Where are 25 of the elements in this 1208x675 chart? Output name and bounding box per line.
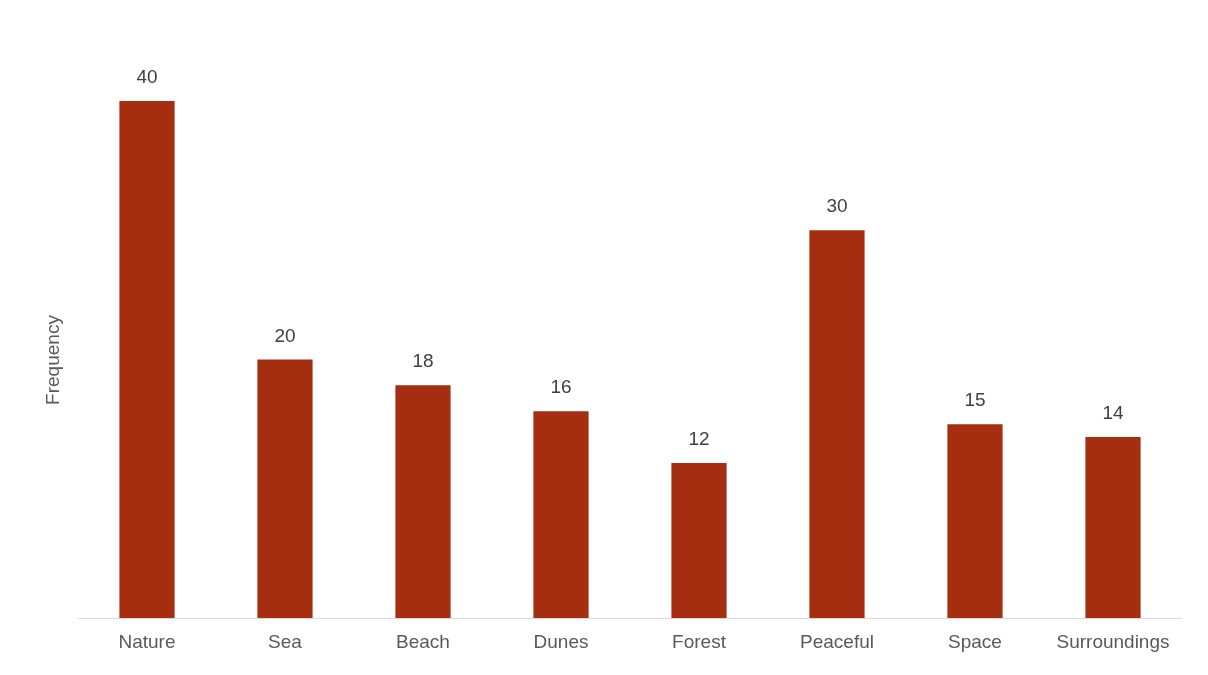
data-label: 16 (550, 376, 572, 398)
y-axis-title: Frequency (41, 314, 63, 405)
data-label: 15 (964, 389, 986, 411)
data-label: 12 (688, 427, 710, 449)
bar (119, 101, 175, 618)
x-tick-label: Beach (396, 630, 450, 652)
bar (257, 359, 313, 618)
data-label: 14 (1102, 402, 1124, 424)
bar (395, 385, 451, 618)
x-tick-label: Forest (672, 630, 727, 652)
bar (671, 462, 727, 618)
bar (1085, 437, 1141, 618)
bar (533, 411, 589, 618)
data-label: 40 (136, 66, 158, 87)
data-label: 18 (412, 350, 434, 372)
bar (947, 424, 1003, 618)
data-label: 30 (826, 195, 848, 217)
x-tick-label: Peaceful (800, 630, 874, 652)
x-tick-label: Nature (118, 630, 176, 652)
data-label: 20 (274, 324, 296, 346)
bar (809, 230, 865, 618)
x-tick-label: Dunes (533, 630, 589, 652)
x-tick-label: Space (948, 630, 1002, 652)
x-tick-label: Surroundings (1056, 630, 1170, 652)
x-tick-label: Sea (268, 630, 303, 652)
